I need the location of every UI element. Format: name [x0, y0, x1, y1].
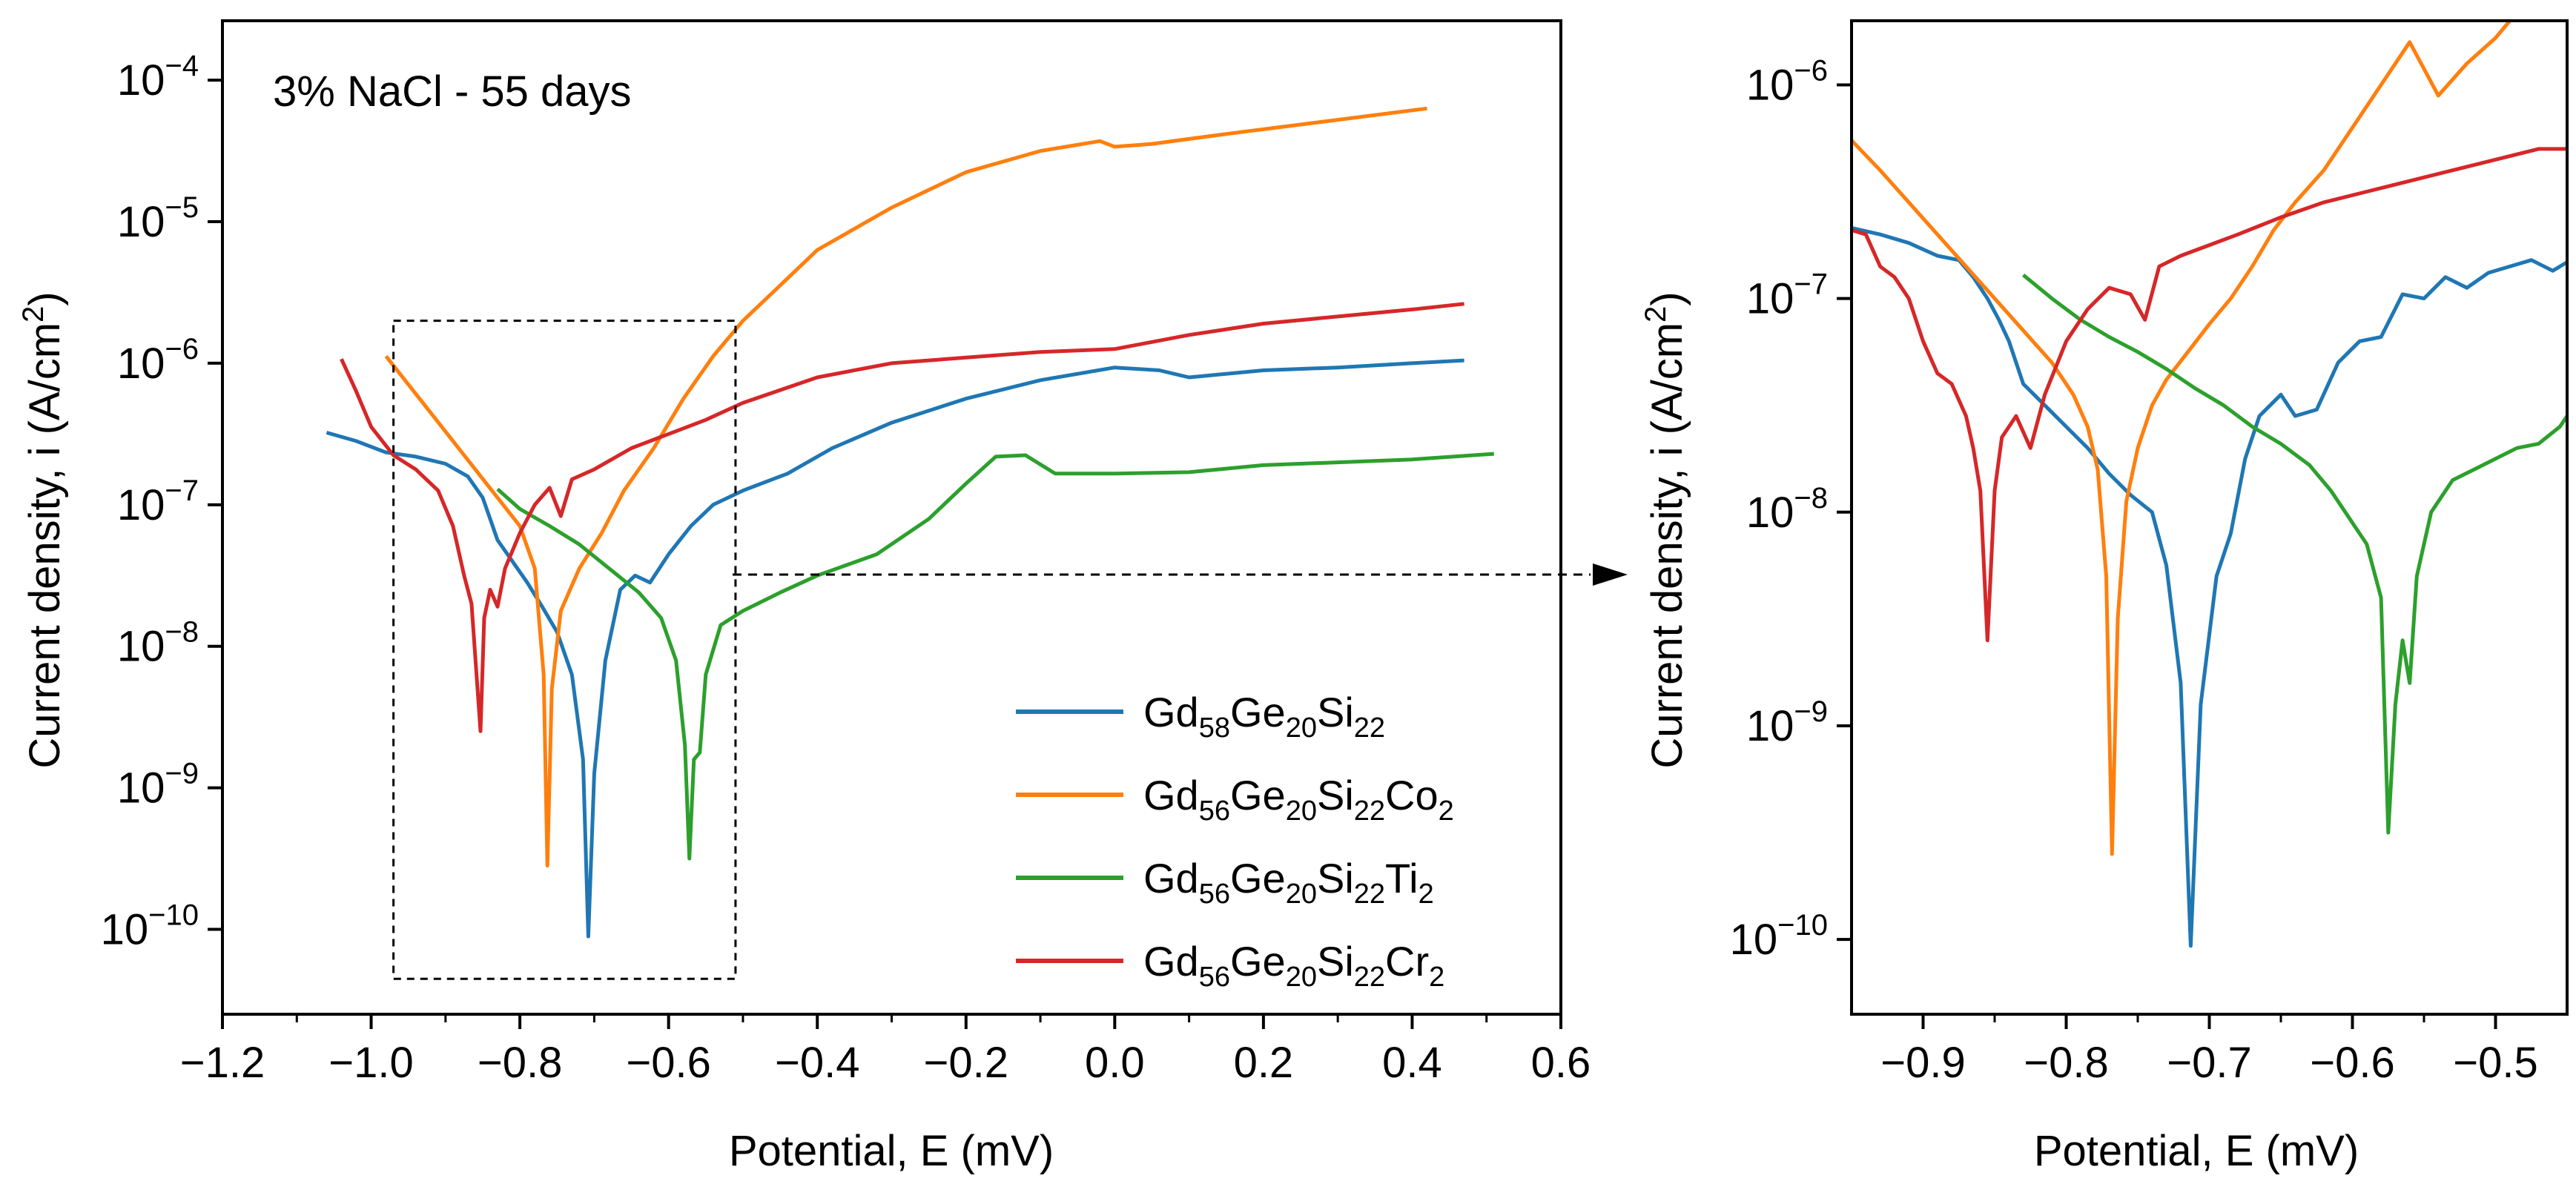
legend: Gd58Ge20Si22 Gd56Ge20Si22Co2 Gd56Ge20Si22T… [1016, 689, 1454, 993]
right-y-axis: 10−10 10−9 10−8 10−7 10−6 [1730, 54, 1852, 964]
left-x-tick-label: −0.6 [626, 1039, 711, 1087]
left-y-tick-label: 10−8 [117, 616, 199, 671]
left-y-axis-label-main: Current density, i (A/cm [21, 323, 69, 769]
left-y-axis-label: Current density, i (A/cm2) [17, 291, 69, 768]
left-x-tick-label: −1.2 [180, 1039, 265, 1087]
left-x-axis-label: Potential, E (mV) [729, 1127, 1054, 1175]
left-y-tick-label: 10−10 [101, 899, 199, 953]
left-y-tick-label: 10−4 [117, 50, 199, 105]
right-y-axis-label: Current density, i (A/cm2) [1639, 291, 1691, 768]
left-y-axis: 10−10 10−9 10−8 10−7 10−6 10−5 10−4 [101, 50, 222, 953]
left-x-tick-label: −1.0 [328, 1039, 414, 1087]
left-plot-frame [221, 19, 1562, 1016]
left-y-tick-label: 10−7 [117, 474, 199, 529]
left-x-tick-label: 0.6 [1531, 1039, 1591, 1087]
right-series-line-3 [2022, 273, 2567, 835]
right-y-tick-label: 10−8 [1746, 482, 1828, 537]
legend-label-2: Gd56Ge20Si22Co2 [1143, 772, 1454, 827]
left-chart-panel: −1.2 −1.0 −0.8 −0.6 −0.4 −0.2 0.0 0.2 0.4 0.6 10−… [17, 19, 1591, 1175]
right-x-tick-label: −0.5 [2453, 1039, 2538, 1087]
right-x-tick-label: −0.6 [2310, 1039, 2395, 1087]
right-series-line-1 [1852, 226, 2567, 948]
left-y-axis-label-sup: 2 [17, 306, 50, 323]
annotation-text: 3% NaCl - 55 days [273, 67, 632, 116]
right-x-tick-label: −0.7 [2167, 1039, 2252, 1087]
left-x-tick-label: −0.8 [478, 1039, 563, 1087]
legend-label-1: Gd58Ge20Si22 [1143, 689, 1385, 744]
left-y-tick-label: 10−9 [117, 758, 199, 813]
right-y-tick-label: 10−7 [1746, 268, 1828, 323]
right-y-tick-label: 10−10 [1730, 909, 1828, 964]
left-series-group [326, 106, 1494, 939]
arrow-head-icon [1593, 563, 1628, 586]
left-series-line-2 [384, 106, 1427, 868]
right-y-tick-label: 10−9 [1746, 695, 1828, 750]
zoom-connector-arrow [733, 563, 1628, 586]
right-x-tick-label: −0.8 [2024, 1039, 2109, 1087]
left-series-line-3 [496, 452, 1494, 861]
left-y-tick-label: 10−5 [117, 191, 199, 246]
left-x-axis: −1.2 −1.0 −0.8 −0.6 −0.4 −0.2 0.0 0.2 0.4 0.6 [180, 1014, 1591, 1087]
right-y-axis-label-close: ) [1643, 291, 1691, 305]
left-y-axis-label-close: ) [21, 291, 69, 305]
right-series-line-2 [1852, 21, 2511, 856]
right-y-axis-label-sup: 2 [1639, 306, 1672, 323]
zoom-box-group [392, 320, 737, 980]
right-x-axis: −0.9 −0.8 −0.7 −0.6 −0.5 [1880, 1014, 2538, 1087]
left-y-tick-label: 10−6 [117, 333, 199, 388]
right-chart-panel: −0.9 −0.8 −0.7 −0.6 −0.5 10−1010−910−810−710… [1639, 19, 2569, 1175]
right-y-tick-label: 10−6 [1746, 54, 1828, 109]
left-x-tick-label: 0.0 [1085, 1039, 1145, 1087]
left-series-line-4 [340, 302, 1464, 733]
right-series-line-4 [1852, 147, 2567, 643]
left-x-tick-label: −0.2 [924, 1039, 1009, 1087]
right-x-tick-label: −0.9 [1880, 1039, 1966, 1087]
zoom-box [392, 320, 737, 980]
right-series-group [1852, 21, 2567, 948]
legend-label-4: Gd56Ge20Si22Cr2 [1143, 938, 1444, 993]
right-y-axis-label-main: Current density, i (A/cm [1643, 323, 1691, 769]
left-x-tick-label: 0.2 [1234, 1039, 1294, 1087]
left-series-line-1 [326, 358, 1464, 939]
legend-label-3: Gd56Ge20Si22Ti2 [1143, 855, 1434, 910]
left-x-tick-label: 0.4 [1382, 1039, 1442, 1087]
right-x-axis-label: Potential, E (mV) [2034, 1127, 2359, 1175]
left-x-tick-label: −0.4 [775, 1039, 860, 1087]
